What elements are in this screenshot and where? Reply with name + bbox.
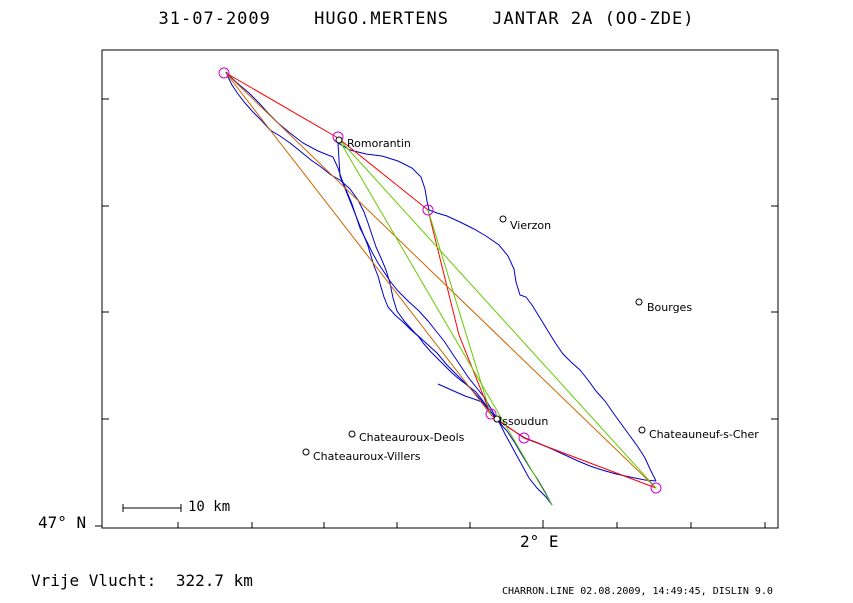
place-marker <box>348 430 356 438</box>
place-marker <box>499 215 507 223</box>
scale-bar <box>122 504 182 512</box>
place-marker <box>493 415 501 423</box>
place-marker <box>638 426 646 434</box>
place-label-romorantin: Romorantin <box>347 137 411 150</box>
place-marker <box>635 298 643 306</box>
place-marker <box>335 136 343 144</box>
leg-green <box>337 137 553 506</box>
longitude-label: 2° E <box>520 532 559 551</box>
leg-orange <box>225 72 492 416</box>
place-label-chateauroux-deols: Chateauroux-Deols <box>359 431 465 444</box>
flight-date: 31-07-2009 <box>158 9 271 29</box>
leg-green <box>337 137 657 489</box>
map-title: 31-07-2009 HUGO.MERTENS JANTAR 2A (OO-ZD… <box>0 9 853 29</box>
leg-red <box>225 72 339 139</box>
place-label-bourges: Bourges <box>647 301 693 314</box>
place-label-chateauroux-villers: Chateauroux-Villers <box>313 450 421 463</box>
leg-red <box>337 137 657 489</box>
place-label-issoudun: Issoudun <box>499 415 549 428</box>
turnpoint-marker <box>650 482 662 494</box>
turnpoint-marker <box>218 67 230 79</box>
flight-track-line <box>337 142 657 482</box>
turnpoints <box>218 67 662 494</box>
flight-track <box>225 71 657 506</box>
glider-name: JANTAR 2A (OO-ZDE) <box>492 9 695 29</box>
place-marker <box>302 448 310 456</box>
distance-summary: Vrije Vlucht: 322.7 km <box>31 571 253 590</box>
leg-orange <box>225 72 657 489</box>
turnpoint-marker <box>518 432 530 444</box>
place-markers <box>302 136 646 456</box>
distance-value: 322.7 km <box>175 571 253 590</box>
flight-track-line <box>225 71 553 506</box>
turnpoint-marker <box>422 204 434 216</box>
task-legs <box>225 72 657 506</box>
latitude-label: 47° N <box>38 513 87 532</box>
turnpoint-marker <box>485 408 497 420</box>
axis-ticks <box>95 98 778 528</box>
leg-green <box>427 209 492 416</box>
flight-track-line <box>437 383 657 482</box>
scale-bar-label: 10 km <box>188 499 231 515</box>
pilot-name: HUGO.MERTENS <box>314 9 449 29</box>
place-label-chateauneuf-s-cher: Chateauneuf-s-Cher <box>649 428 759 441</box>
footer-credits: CHARRON.LINE 02.08.2009, 14:49:45, DISLI… <box>502 586 773 597</box>
map-frame <box>101 49 779 529</box>
place-label-vierzon: Vierzon <box>510 219 552 232</box>
distance-label: Vrije Vlucht: <box>31 571 157 590</box>
flight-track-line <box>225 71 492 414</box>
